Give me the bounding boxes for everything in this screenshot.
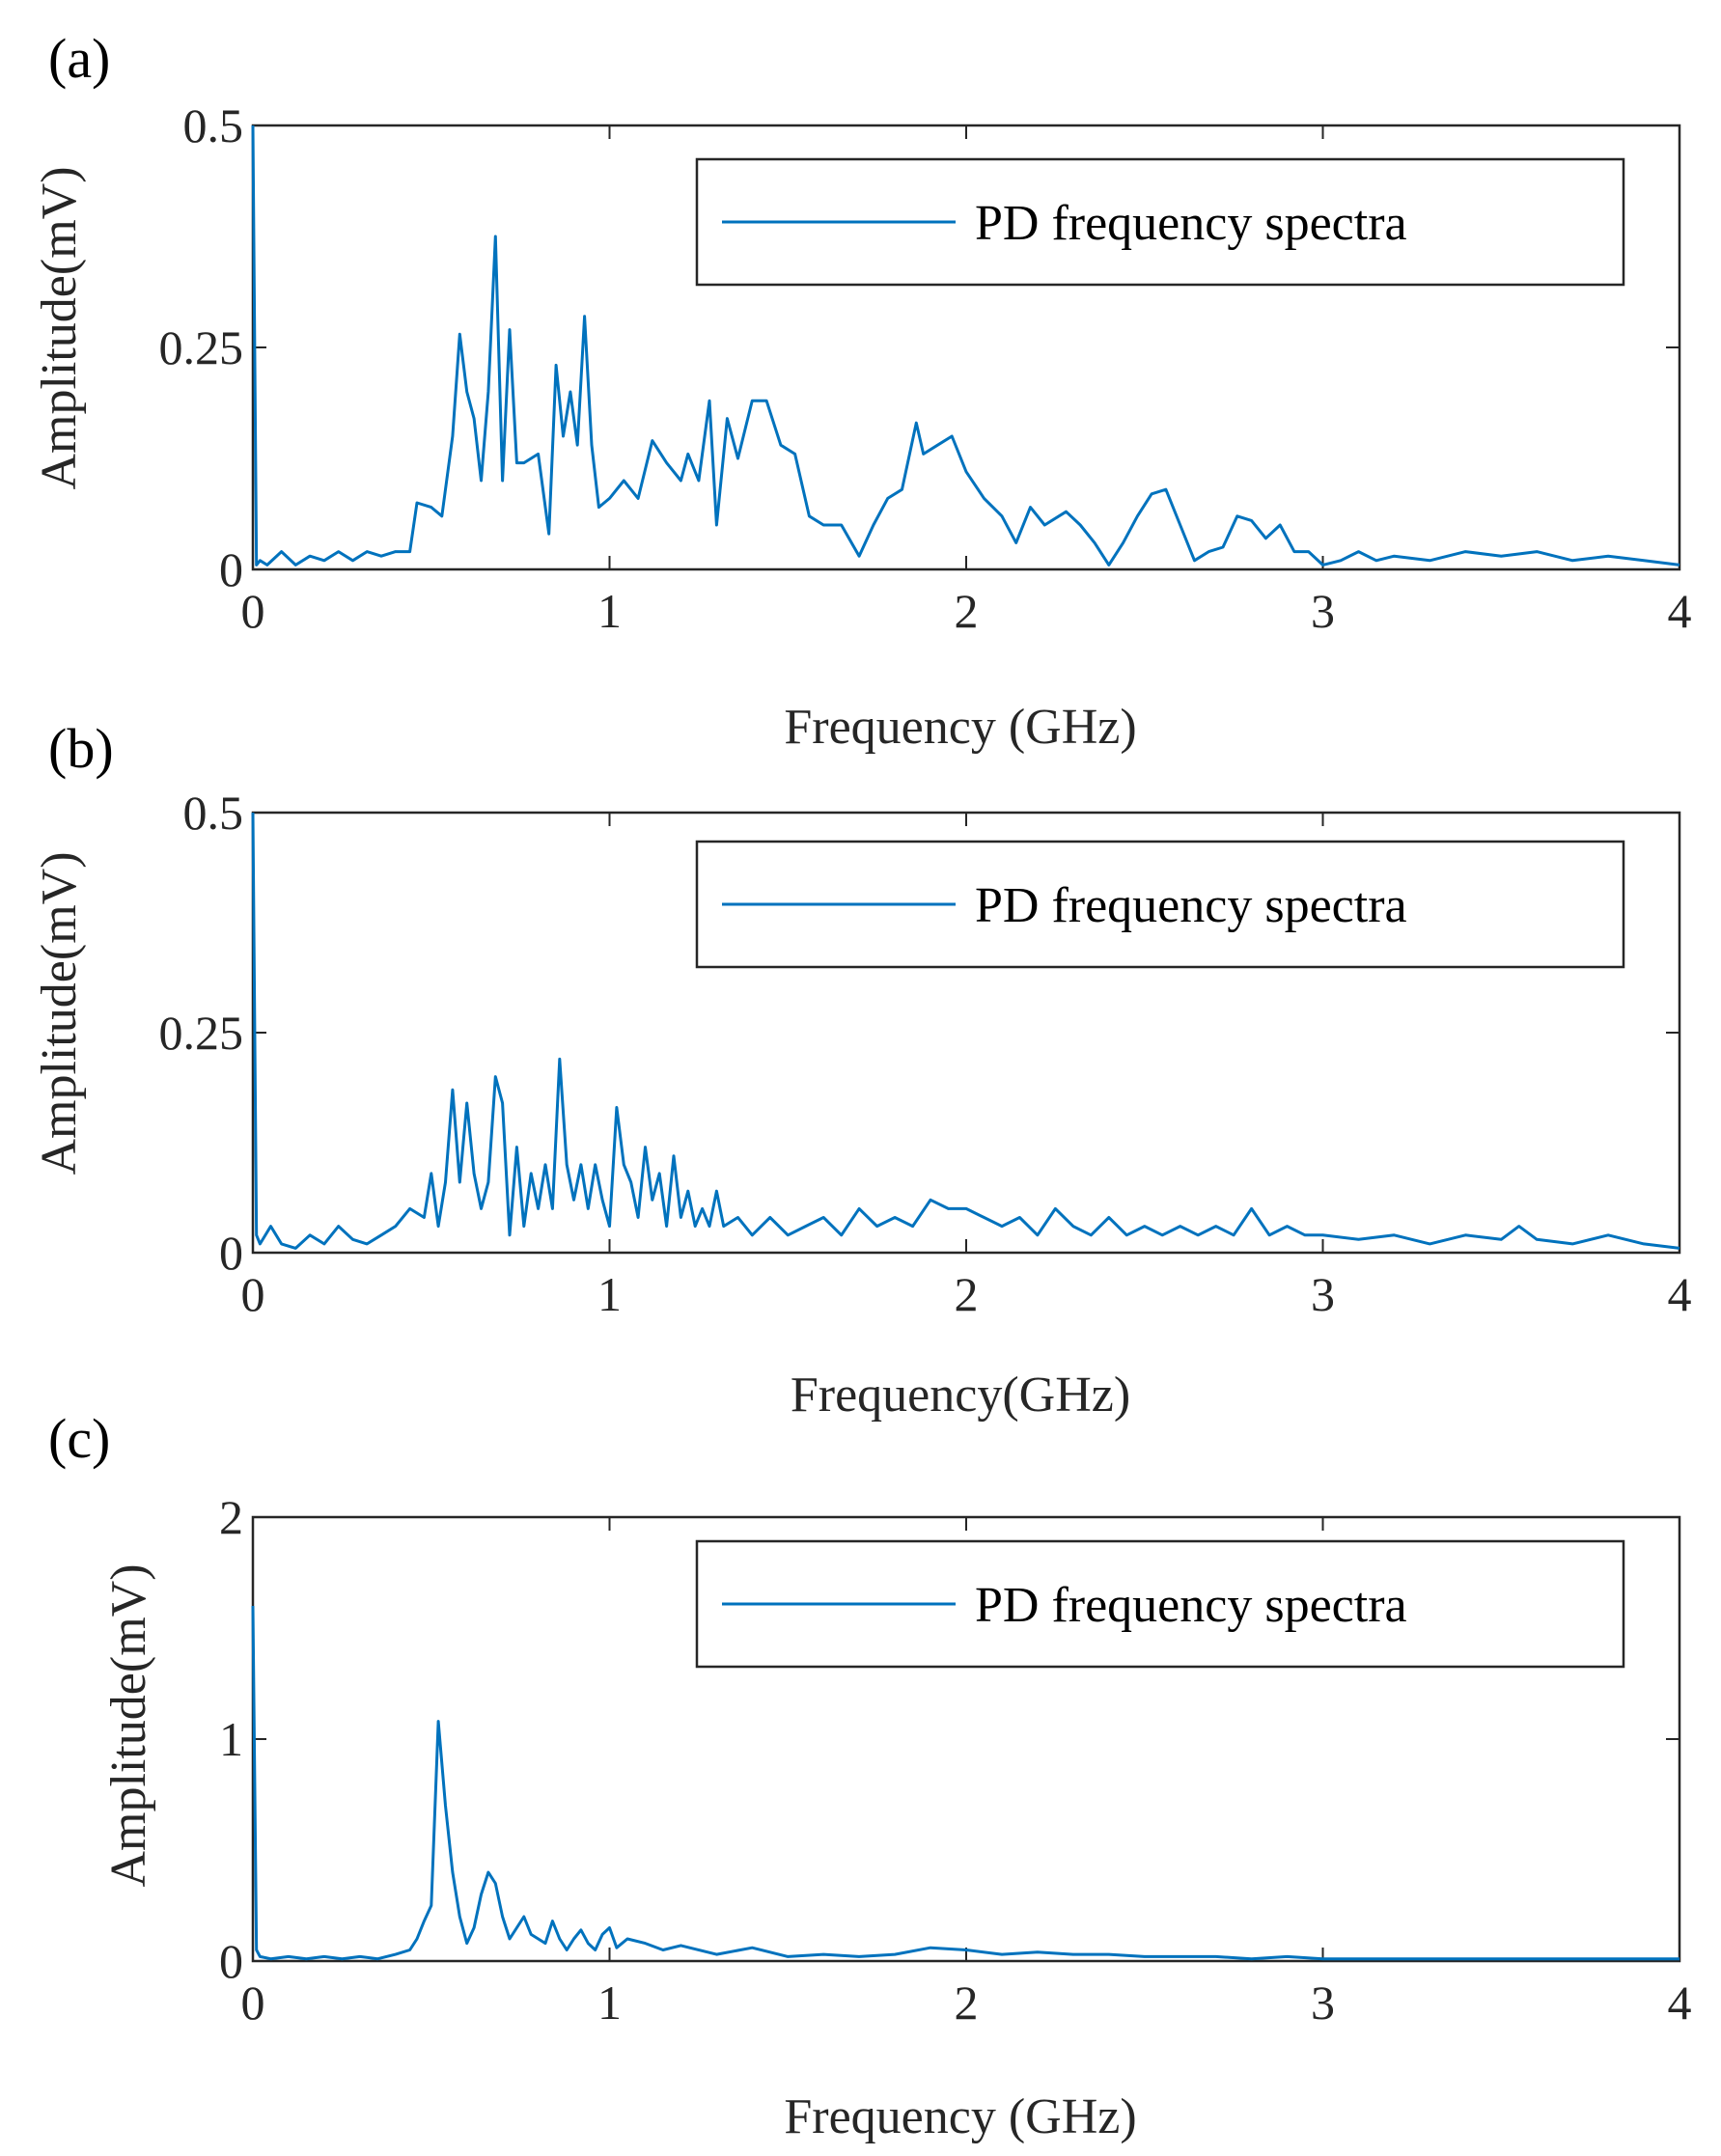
legend: PD frequency spectra	[695, 840, 1625, 969]
y-tick-label: 0	[219, 1934, 243, 1988]
x-tick-label: 2	[955, 1267, 979, 1321]
y-tick-label: 0.5	[183, 786, 244, 840]
series-line-pd-spectra	[251, 812, 1680, 1250]
x-axis-label: Frequency(GHz)	[791, 1368, 1130, 1423]
y-tick-label: 0.25	[159, 1006, 244, 1060]
panel-label: (c)	[48, 1407, 110, 1470]
x-axis-label: Frequency (GHz)	[784, 2089, 1136, 2144]
y-tick-label: 0	[219, 542, 243, 596]
x-tick-label: 0	[241, 1976, 265, 2030]
axes	[251, 811, 1681, 1255]
panel-b: (b) Amplitude(mV) Frequency(GHz) 0 0.25 0.…	[32, 717, 1692, 1423]
y-axis-label: Amplitude(mV)	[32, 166, 87, 489]
panel-c: (c) Amplitude(mV) Frequency (GHz) 0 1 2 0 1…	[48, 1407, 1692, 2144]
x-tick-label: 2	[955, 1976, 979, 2030]
y-axis-label: Amplitude(mV)	[32, 851, 87, 1175]
y-tick-label: 0.5	[183, 98, 244, 152]
series-line-pd-spectra	[251, 1605, 1679, 1961]
y-tick-labels: 0 0.25 0.5	[159, 98, 244, 596]
y-axis-label: Amplitude(mV)	[101, 1563, 156, 1887]
x-tick-labels: 0 1 2 3 4	[241, 1976, 1692, 2030]
x-tick-label: 4	[1668, 584, 1692, 638]
x-tick-label: 3	[1311, 584, 1335, 638]
x-axis-label: Frequency (GHz)	[784, 700, 1136, 755]
y-tick-labels: 0 0.25 0.5	[159, 786, 244, 1280]
y-tick-label: 2	[219, 1490, 243, 1544]
x-tick-label: 0	[241, 584, 265, 638]
y-tick-labels: 0 1 2	[219, 1490, 243, 1988]
panel-label: (b)	[48, 717, 114, 780]
legend: PD frequency spectra	[695, 157, 1625, 287]
legend-entry: PD frequency spectra	[975, 196, 1407, 251]
x-tick-label: 1	[597, 1267, 622, 1321]
y-tick-label: 0.25	[159, 320, 244, 374]
x-tick-labels: 0 1 2 3 4	[241, 1267, 1692, 1321]
x-tick-label: 0	[241, 1267, 265, 1321]
y-tick-label: 1	[219, 1712, 243, 1766]
legend: PD frequency spectra	[695, 1539, 1625, 1669]
x-tick-label: 4	[1668, 1976, 1692, 2030]
x-tick-label: 4	[1668, 1267, 1692, 1321]
series-line-pd-spectra	[251, 124, 1680, 567]
x-tick-label: 3	[1311, 1267, 1335, 1321]
panel-label: (a)	[48, 27, 110, 90]
x-tick-label: 1	[597, 584, 622, 638]
legend-entry: PD frequency spectra	[975, 878, 1407, 933]
y-tick-label: 0	[219, 1226, 243, 1280]
legend-entry: PD frequency spectra	[975, 1578, 1407, 1633]
x-tick-labels: 0 1 2 3 4	[241, 584, 1692, 638]
x-tick-label: 2	[955, 584, 979, 638]
panel-a: (a) Amplitude(mV) Frequency (GHz) 00.250…	[32, 27, 1692, 755]
x-tick-label: 3	[1311, 1976, 1335, 2030]
x-tick-label: 1	[597, 1976, 622, 2030]
